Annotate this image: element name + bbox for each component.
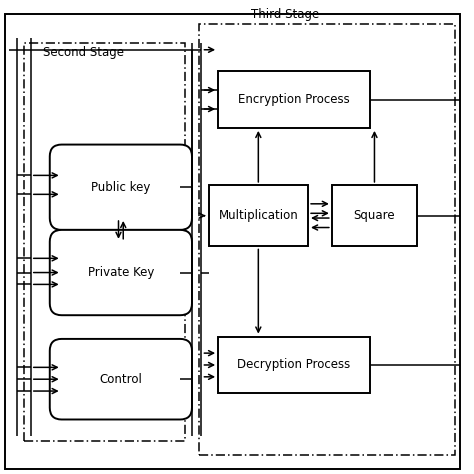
FancyBboxPatch shape (50, 145, 192, 230)
Text: Encryption Process: Encryption Process (238, 93, 350, 106)
FancyBboxPatch shape (50, 339, 192, 419)
Text: Third Stage: Third Stage (251, 9, 319, 21)
Bar (218, 71, 370, 128)
Bar (218, 337, 370, 393)
Bar (24, 43, 185, 441)
FancyBboxPatch shape (50, 230, 192, 315)
Bar (209, 185, 308, 246)
Text: Second Stage: Second Stage (43, 46, 124, 59)
Text: Private Key: Private Key (88, 266, 154, 279)
Text: Square: Square (354, 209, 395, 222)
Text: Multiplication: Multiplication (219, 209, 298, 222)
Bar (199, 24, 455, 455)
Text: Public key: Public key (91, 181, 151, 194)
Bar (332, 185, 417, 246)
Text: Decryption Process: Decryption Process (237, 358, 350, 372)
Text: Control: Control (100, 373, 142, 386)
